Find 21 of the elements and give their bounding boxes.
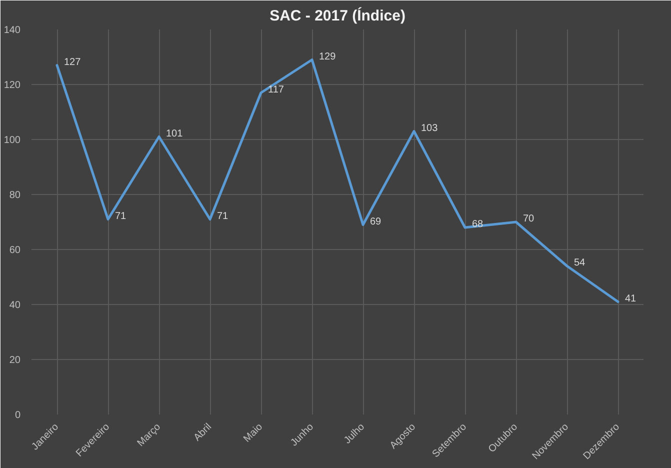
data-label: 41: [625, 293, 637, 304]
y-tick-label: 40: [9, 300, 21, 311]
y-tick-label: 0: [14, 410, 21, 421]
data-label: 70: [523, 214, 535, 224]
y-tick-label: 140: [4, 25, 21, 36]
data-label: 101: [166, 128, 184, 140]
y-tick-label: 60: [9, 245, 21, 256]
y-tick-label: 100: [4, 135, 21, 146]
chart-title: SAC - 2017 (Índice): [270, 6, 406, 24]
data-label: 103: [421, 122, 438, 134]
y-tick-label: 80: [9, 190, 21, 201]
data-label: 129: [319, 51, 336, 62]
y-tick-label: 120: [4, 80, 21, 91]
data-label: 117: [268, 84, 284, 96]
data-label: 54: [574, 258, 586, 268]
data-label: 71: [217, 210, 229, 222]
data-label: 69: [370, 216, 382, 228]
line-series: [56, 58, 620, 303]
data-label: 71: [115, 210, 127, 222]
data-label: 127: [64, 56, 82, 68]
y-tick-label: 20: [9, 355, 21, 366]
